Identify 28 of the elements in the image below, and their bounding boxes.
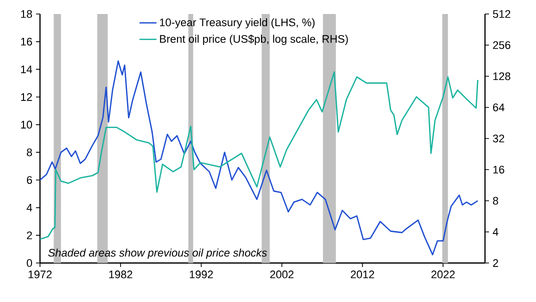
y-tick-label: 14	[21, 66, 32, 74]
y-tick-label: 10	[21, 120, 32, 129]
y-tick-label: 8	[26, 148, 32, 156]
y2-tick-label: 512	[492, 10, 510, 18]
y-tick-label: 2	[26, 232, 32, 240]
y-tick-label: 4	[26, 204, 32, 212]
y-tick-label: 6	[26, 176, 32, 184]
y2-tick-label: 128	[493, 72, 510, 80]
y2-tick-label: 32	[492, 134, 504, 142]
y2-tick-label: 16	[493, 166, 504, 174]
y-tick-label: 12	[21, 93, 32, 101]
x-tick-label: 1972	[28, 270, 52, 278]
y2-tick-label: 8	[492, 196, 498, 205]
x-tick-label: 2022	[431, 270, 455, 278]
legend-label: Brent oil price (US$pb, log scale, RHS)	[160, 34, 348, 45]
y-tick-label: 0	[26, 259, 32, 267]
x-tick-label: 2002	[270, 270, 294, 278]
annotation: Shaded areas show previous oil price shocks	[48, 248, 267, 259]
y-tick-label: 16	[21, 38, 32, 46]
x-tick-label: 1992	[190, 270, 213, 278]
y2-tick-label: 256	[493, 41, 510, 50]
y2-tick-label: 2	[493, 259, 498, 267]
y2-tick-label: 4	[492, 228, 498, 236]
x-tick-label: 1982	[109, 270, 132, 278]
y-tick-label: 18	[21, 10, 32, 18]
legend-label: 10-year Treasury yield (LHS, %)	[160, 18, 315, 28]
x-tick-label: 2012	[350, 270, 374, 278]
y2-tick-label: 64	[493, 104, 504, 112]
